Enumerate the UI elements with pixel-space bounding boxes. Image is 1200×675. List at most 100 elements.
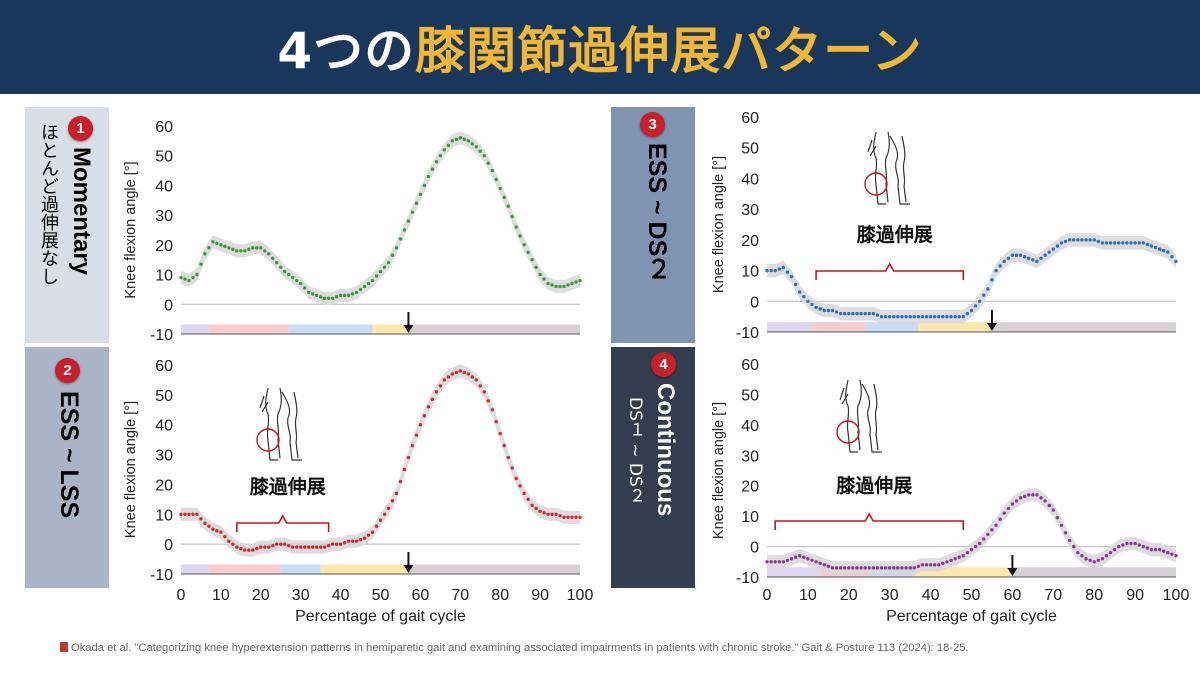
data-point <box>1129 541 1133 546</box>
data-point <box>1133 541 1137 546</box>
y-tick-label: 30 <box>155 448 173 465</box>
knee-highlight-circle <box>256 428 280 452</box>
toe-off-arrow-head <box>403 565 414 573</box>
pattern-label-continuous: 4 Continuous DS１ ~ DS２ <box>611 347 695 588</box>
data-point <box>969 547 974 552</box>
data-point <box>542 277 546 281</box>
data-point <box>973 304 978 308</box>
data-point <box>830 566 835 570</box>
data-point <box>1125 541 1129 546</box>
data-point <box>514 476 518 481</box>
x-tick-label: 10 <box>212 587 230 604</box>
data-point <box>1002 259 1006 264</box>
data-point <box>1145 546 1150 550</box>
y-tick-label: 60 <box>155 358 173 375</box>
data-point <box>378 518 383 522</box>
data-point <box>863 311 867 316</box>
data-point <box>1112 241 1117 245</box>
data-point <box>366 533 371 537</box>
x-tick-label: 100 <box>567 587 594 604</box>
data-point <box>765 268 769 273</box>
data-point <box>867 311 871 316</box>
data-point <box>450 372 455 376</box>
data-point <box>916 314 921 319</box>
data-point <box>454 370 459 375</box>
data-point <box>806 557 810 561</box>
gait-phase-segment <box>865 322 919 332</box>
data-point <box>390 499 395 503</box>
data-point <box>538 509 542 513</box>
data-point <box>765 560 769 564</box>
y-axis-label: Knee flexion angle [°] <box>711 156 727 293</box>
data-point <box>1149 547 1154 552</box>
y-tick-label: 20 <box>741 479 759 496</box>
data-point <box>994 268 998 273</box>
data-point <box>957 555 961 559</box>
data-point <box>426 405 431 409</box>
data-point <box>1035 493 1039 497</box>
data-point <box>466 372 470 376</box>
data-point <box>215 529 219 533</box>
data-point <box>888 314 892 319</box>
data-point <box>1067 238 1072 242</box>
data-point <box>207 524 211 528</box>
pattern-title: ESS ~ DS２ <box>643 143 671 282</box>
data-point <box>875 313 880 317</box>
data-point <box>402 228 407 232</box>
data-point <box>1043 253 1047 257</box>
data-point <box>826 564 831 569</box>
data-point <box>330 542 335 546</box>
data-point <box>883 566 888 570</box>
data-point <box>263 249 267 253</box>
data-point <box>446 375 451 379</box>
data-point <box>578 515 582 519</box>
data-point <box>1170 255 1174 259</box>
data-point <box>1153 547 1158 552</box>
gait-phase-segment <box>767 567 821 577</box>
data-point <box>378 269 383 274</box>
data-point <box>945 560 949 564</box>
data-point <box>802 555 806 559</box>
x-tick-label: 30 <box>881 587 899 604</box>
y-tick-label: 0 <box>750 540 759 557</box>
data-point <box>370 278 375 283</box>
data-point <box>434 390 439 394</box>
data-point <box>518 234 522 238</box>
hyperextension-label: 膝過伸展 <box>857 223 933 246</box>
data-point <box>986 532 990 537</box>
data-point <box>1084 557 1088 561</box>
data-point <box>892 566 896 570</box>
data-point <box>458 369 462 373</box>
data-point <box>279 542 283 546</box>
data-point <box>382 512 387 516</box>
data-point <box>570 515 574 519</box>
data-point <box>243 249 247 253</box>
data-point <box>855 566 859 570</box>
data-point <box>1072 238 1076 242</box>
data-point <box>490 408 494 412</box>
y-axis-label: Knee flexion angle [°] <box>123 161 139 298</box>
data-point <box>859 311 863 316</box>
data-point <box>283 542 287 546</box>
data-point <box>219 530 223 534</box>
data-point <box>1043 499 1047 503</box>
data-point <box>306 290 311 295</box>
data-point <box>863 566 867 570</box>
data-point <box>773 268 777 273</box>
data-point <box>855 311 859 316</box>
y-tick-label: 10 <box>741 509 759 526</box>
data-point <box>830 308 835 313</box>
data-point <box>562 284 566 289</box>
data-point <box>998 517 1002 521</box>
data-point <box>546 512 550 516</box>
data-point <box>1080 554 1084 558</box>
data-point <box>941 314 945 319</box>
data-point <box>490 168 494 173</box>
data-point <box>937 563 941 567</box>
data-point <box>295 278 299 283</box>
data-point <box>430 167 435 171</box>
sd-band <box>767 488 1176 575</box>
x-tick-label: 10 <box>799 587 817 604</box>
data-point <box>247 548 251 552</box>
data-point <box>422 414 427 418</box>
